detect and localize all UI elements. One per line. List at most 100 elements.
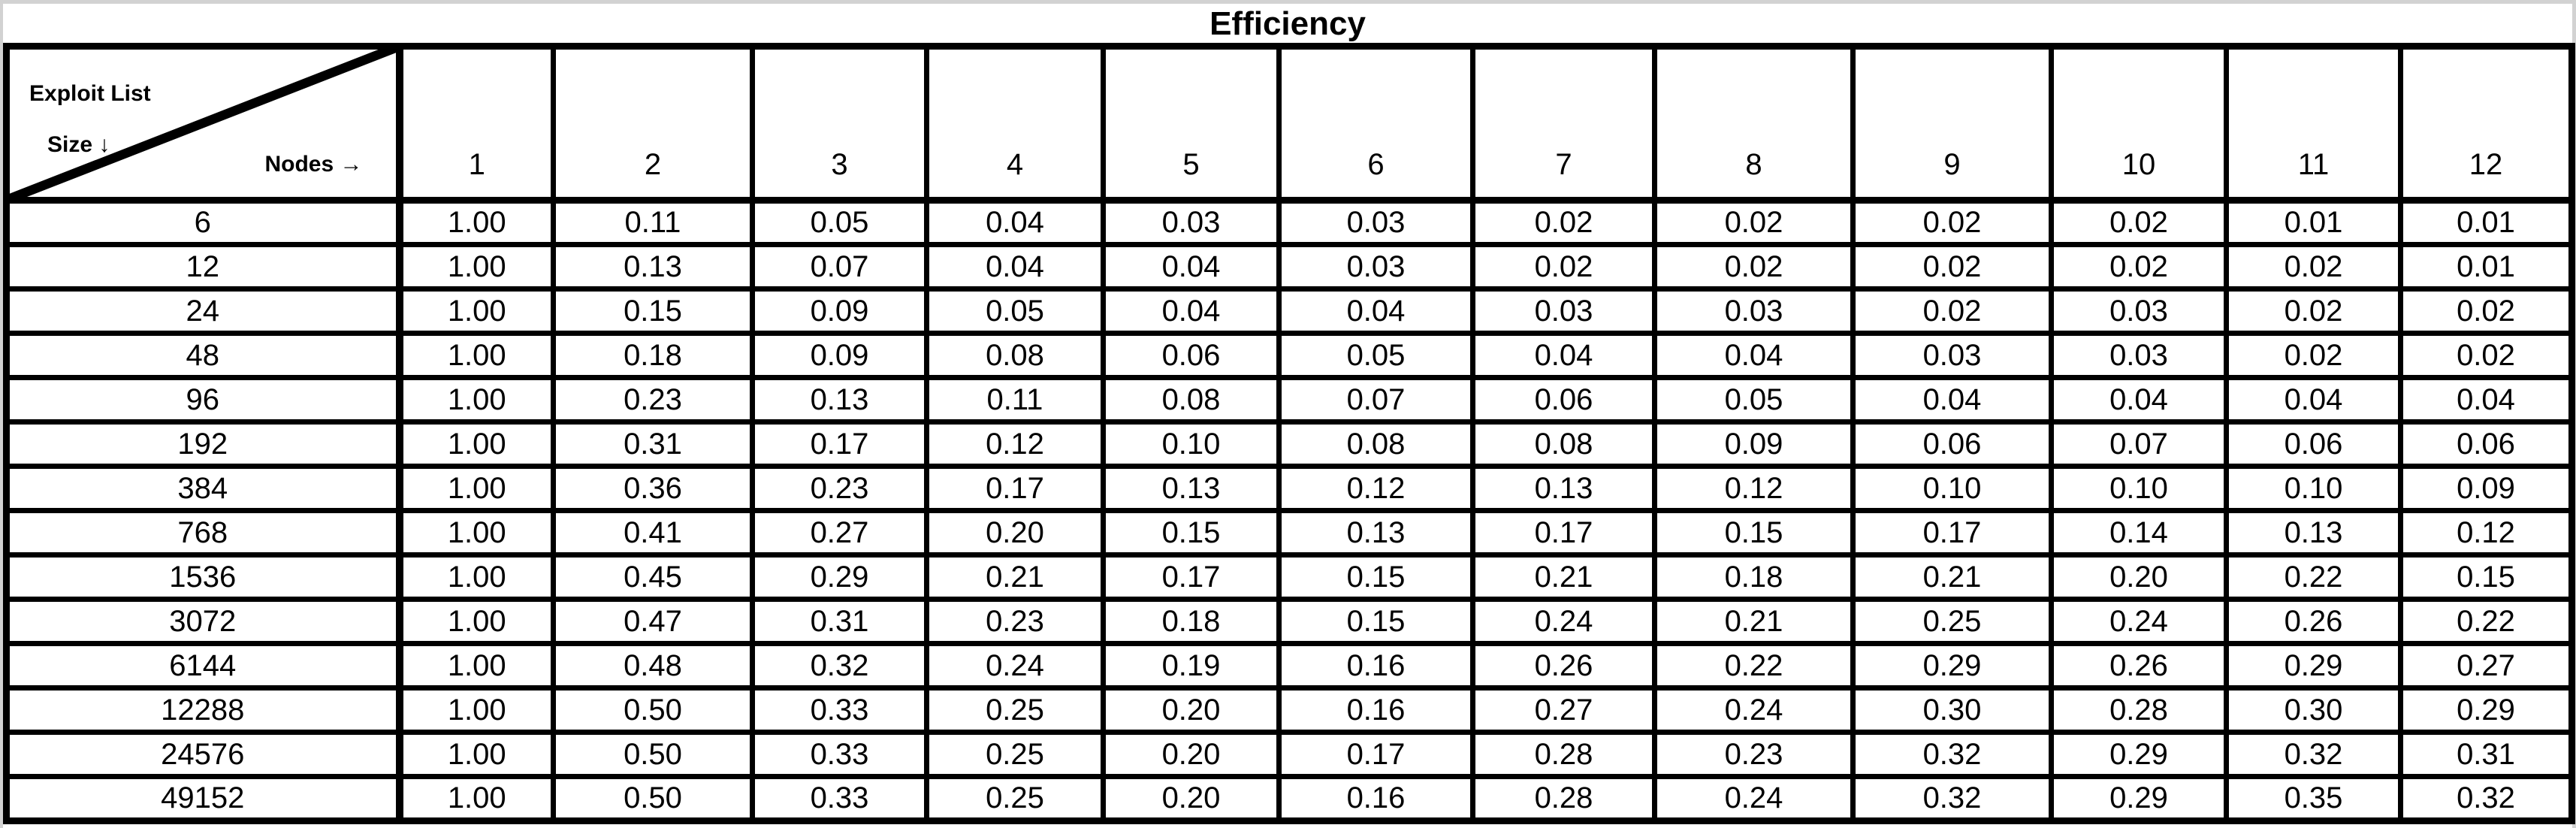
data-cell: 0.23 [551, 375, 755, 425]
column-header: 12 [2398, 44, 2574, 204]
data-cell: 0.06 [2398, 419, 2574, 469]
data-cell: 0.02 [1850, 286, 2054, 336]
row-header: 6144 [4, 641, 403, 691]
column-header: 11 [2224, 44, 2403, 204]
data-cell: 0.31 [551, 419, 755, 469]
data-cell: 0.29 [2049, 730, 2229, 779]
table-row: 1536 1.00 0.45 0.29 0.21 0.17 0.15 0.21 0.18 0.21… [4, 552, 2574, 602]
data-cell: 0.02 [2398, 286, 2574, 336]
data-cell: 0.02 [2224, 242, 2403, 292]
data-cell: 0.05 [924, 286, 1106, 336]
data-cell: 0.18 [1101, 597, 1282, 646]
data-cell: 0.09 [750, 286, 929, 336]
row-axis-label-line2: Size ↓ [47, 132, 110, 157]
data-cell: 0.20 [1101, 774, 1282, 823]
data-cell: 0.04 [1850, 375, 2054, 425]
data-cell: 0.10 [2224, 464, 2403, 513]
data-cell: 0.23 [750, 464, 929, 513]
data-cell: 0.23 [1652, 730, 1856, 779]
data-cell: 0.01 [2398, 242, 2574, 292]
row-header: 1536 [4, 552, 403, 602]
data-cell: 0.11 [924, 375, 1106, 425]
data-cell: 0.45 [551, 552, 755, 602]
data-cell: 0.03 [1470, 286, 1657, 336]
data-cell: 0.07 [1276, 375, 1475, 425]
data-cell: 0.15 [1101, 508, 1282, 558]
data-cell: 0.02 [1470, 198, 1657, 247]
data-cell: 0.19 [1101, 641, 1282, 691]
data-cell: 0.26 [2224, 597, 2403, 646]
data-cell: 1.00 [397, 730, 556, 779]
row-header: 6 [4, 198, 403, 247]
table-row: 12 1.00 0.13 0.07 0.04 0.04 0.03 0.02 0.02 0.02 0.… [4, 242, 2574, 292]
data-cell: 0.26 [2049, 641, 2229, 691]
data-cell: 0.17 [1101, 552, 1282, 602]
data-cell: 0.20 [2049, 552, 2229, 602]
data-cell: 0.02 [1850, 198, 2054, 247]
efficiency-table: Exploit List Size ↓ Nodes → 1 2 3 4 5 6 7 8 9 10 1… [3, 43, 2575, 824]
data-cell: 0.02 [2398, 331, 2574, 380]
data-cell: 0.13 [1101, 464, 1282, 513]
data-cell: 0.11 [551, 198, 755, 247]
data-cell: 0.02 [1850, 242, 2054, 292]
column-header: 8 [1652, 44, 1856, 204]
data-cell: 0.09 [1652, 419, 1856, 469]
data-cell: 0.29 [750, 552, 929, 602]
data-cell: 0.16 [1276, 685, 1475, 735]
data-cell: 0.04 [924, 242, 1106, 292]
data-cell: 0.16 [1276, 774, 1475, 823]
table-row: 384 1.00 0.36 0.23 0.17 0.13 0.12 0.13 0.12 0.10 0… [4, 464, 2574, 513]
table-row: 6144 1.00 0.48 0.32 0.24 0.19 0.16 0.26 0.22 0.29… [4, 641, 2574, 691]
table-row: 96 1.00 0.23 0.13 0.11 0.08 0.07 0.06 0.05 0.04 0.… [4, 375, 2574, 425]
data-cell: 0.32 [1850, 730, 2054, 779]
data-cell: 0.29 [2224, 641, 2403, 691]
data-cell: 0.04 [1101, 286, 1282, 336]
data-cell: 0.07 [750, 242, 929, 292]
data-cell: 0.32 [1850, 774, 2054, 823]
data-cell: 0.27 [750, 508, 929, 558]
table-row: 24 1.00 0.15 0.09 0.05 0.04 0.04 0.03 0.03 0.02 0.… [4, 286, 2574, 336]
table-row: 49152 1.00 0.50 0.33 0.25 0.20 0.16 0.28 0.24 0.3… [4, 774, 2574, 823]
data-cell: 0.17 [924, 464, 1106, 513]
data-cell: 0.15 [2398, 552, 2574, 602]
row-header: 96 [4, 375, 403, 425]
data-cell: 0.17 [1850, 508, 2054, 558]
data-cell: 0.04 [1276, 286, 1475, 336]
row-header: 12288 [4, 685, 403, 735]
data-cell: 0.29 [2398, 685, 2574, 735]
data-cell: 1.00 [397, 597, 556, 646]
data-cell: 0.13 [2224, 508, 2403, 558]
table-row: 192 1.00 0.31 0.17 0.12 0.10 0.08 0.08 0.09 0.06 0… [4, 419, 2574, 469]
data-cell: 0.32 [750, 641, 929, 691]
data-cell: 0.30 [2224, 685, 2403, 735]
data-cell: 0.20 [924, 508, 1106, 558]
data-cell: 0.22 [1652, 641, 1856, 691]
data-cell: 0.22 [2224, 552, 2403, 602]
data-cell: 0.22 [2398, 597, 2574, 646]
data-cell: 0.28 [1470, 730, 1657, 779]
data-cell: 0.21 [924, 552, 1106, 602]
data-cell: 0.05 [750, 198, 929, 247]
data-cell: 0.50 [551, 685, 755, 735]
data-cell: 0.32 [2224, 730, 2403, 779]
data-cell: 0.36 [551, 464, 755, 513]
data-cell: 0.35 [2224, 774, 2403, 823]
data-cell: 0.24 [924, 641, 1106, 691]
data-cell: 0.04 [2398, 375, 2574, 425]
header-row: Exploit List Size ↓ Nodes → 1 2 3 4 5 6 7 8 9 10 1… [4, 44, 2574, 204]
row-header: 384 [4, 464, 403, 513]
data-cell: 0.04 [2224, 375, 2403, 425]
data-cell: 0.13 [1276, 508, 1475, 558]
data-cell: 0.01 [2224, 198, 2403, 247]
data-cell: 0.48 [551, 641, 755, 691]
table-body: 6 1.00 0.11 0.05 0.04 0.03 0.03 0.02 0.02 0.02 0.0… [4, 198, 2574, 823]
column-header: 10 [2049, 44, 2229, 204]
data-cell: 0.10 [1850, 464, 2054, 513]
data-cell: 1.00 [397, 419, 556, 469]
data-cell: 1.00 [397, 508, 556, 558]
data-cell: 1.00 [397, 242, 556, 292]
data-cell: 0.24 [1652, 774, 1856, 823]
data-cell: 0.25 [924, 730, 1106, 779]
data-cell: 0.02 [1652, 198, 1856, 247]
data-cell: 0.01 [2398, 198, 2574, 247]
